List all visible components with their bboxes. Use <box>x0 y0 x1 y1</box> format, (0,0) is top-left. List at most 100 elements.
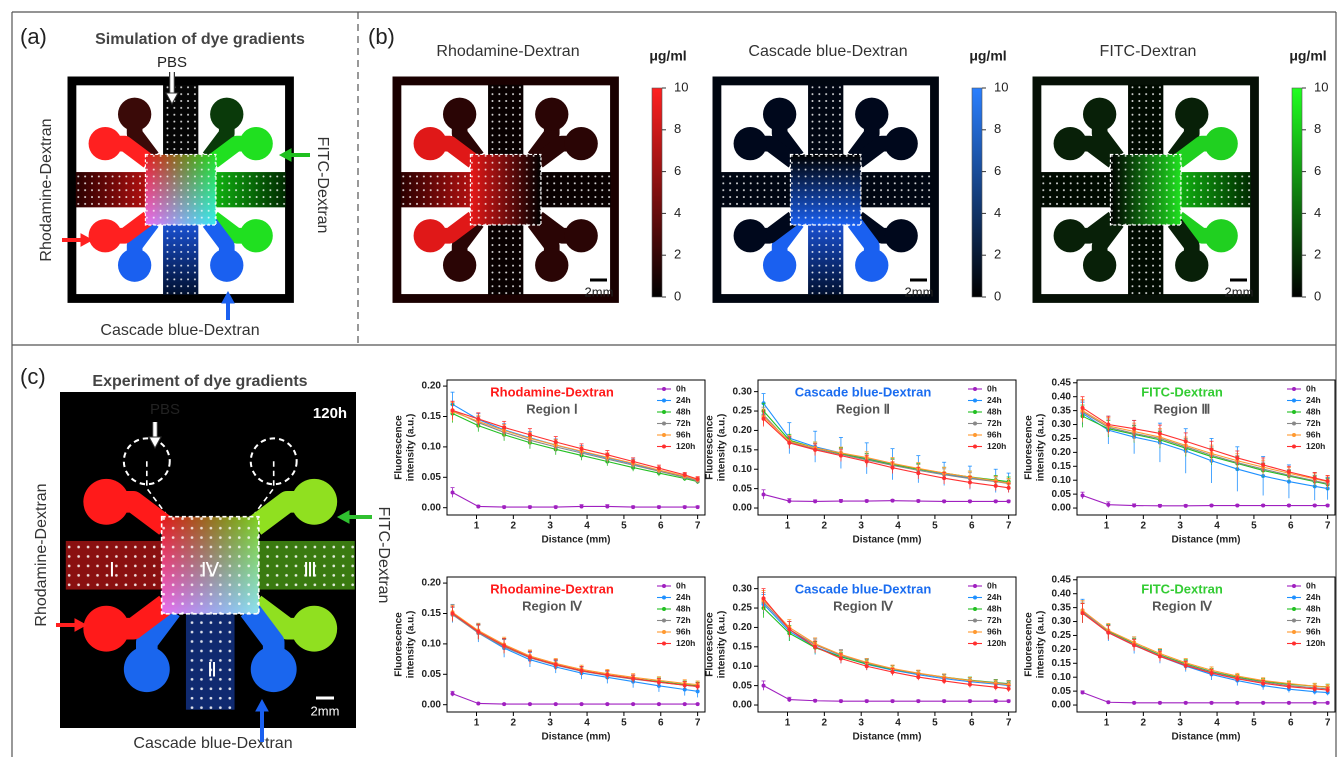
y-tick-label: 0.30 <box>733 583 753 594</box>
legend-marker <box>662 618 666 623</box>
legend-marker <box>1292 444 1296 449</box>
point <box>682 472 687 477</box>
legend-marker <box>1292 410 1296 414</box>
y-tick-label: 0.35 <box>1052 602 1072 613</box>
point <box>761 596 766 601</box>
point <box>1312 700 1317 705</box>
x-tick-label: 5 <box>932 718 938 729</box>
legend-marker <box>1292 584 1296 588</box>
point <box>682 702 687 707</box>
x-axis-label: Distance (mm) <box>853 535 922 546</box>
point <box>1106 700 1111 705</box>
inlet <box>535 97 569 131</box>
chart-title: Cascade blue-Dextran <box>795 581 932 596</box>
point <box>502 643 507 648</box>
x-tick-label: 4 <box>584 521 590 532</box>
inlet-label: Cascade blue-Dextran <box>100 322 259 339</box>
point <box>1286 469 1291 474</box>
channel-posts <box>488 224 524 295</box>
y-tick-label: 0.00 <box>422 699 442 710</box>
inlet <box>762 248 797 282</box>
point <box>1312 503 1317 508</box>
point <box>916 499 921 504</box>
point <box>942 699 947 704</box>
colorbar-tick-label: 4 <box>674 205 681 220</box>
legend-label: 96h <box>676 429 691 439</box>
x-axis-label: Distance (mm) <box>542 535 611 546</box>
point <box>579 702 584 707</box>
channel-posts <box>720 172 791 208</box>
point <box>890 465 895 470</box>
y-tick-label: 0.35 <box>1052 405 1072 416</box>
point <box>656 466 661 471</box>
point <box>890 699 895 704</box>
chart-title: Rhodamine-Dextran <box>490 384 614 399</box>
plot-frame <box>757 379 1017 516</box>
channel-posts <box>75 172 146 208</box>
inlet <box>1053 219 1087 253</box>
point <box>1209 700 1214 705</box>
arrow-head <box>221 290 235 304</box>
legend-marker <box>662 584 666 588</box>
point <box>605 702 610 707</box>
arrow-head <box>80 233 94 247</box>
legend-marker <box>1292 595 1296 600</box>
colorbar-tick-label: 6 <box>674 163 681 178</box>
point <box>942 476 947 481</box>
y-tick-label: 0.45 <box>1052 377 1072 388</box>
y-tick-label: 0.05 <box>1052 489 1072 500</box>
colorbar-tick-label: 0 <box>994 288 1001 303</box>
y-tick-label: 0.05 <box>733 483 753 494</box>
legend-label: 24h <box>987 592 1002 602</box>
inlet <box>83 478 130 525</box>
point <box>1325 688 1330 693</box>
x-tick-label: 3 <box>547 718 553 729</box>
legend-marker <box>973 421 977 426</box>
inlet-label: PBS <box>150 401 180 418</box>
x-tick-label: 5 <box>1251 521 1257 532</box>
point <box>1006 485 1011 490</box>
x-tick-label: 2 <box>1141 521 1147 532</box>
point <box>1006 699 1011 704</box>
point <box>864 699 869 704</box>
legend-marker <box>662 444 666 449</box>
y-tick-label: 0.10 <box>1052 672 1072 683</box>
point <box>476 629 481 634</box>
panel-label: (a) <box>20 24 47 49</box>
x-tick-label: 1 <box>1104 521 1110 532</box>
x-tick-label: 1 <box>1104 718 1110 729</box>
chip <box>67 76 294 303</box>
y-tick-label: 0.00 <box>733 700 753 711</box>
chip <box>392 76 619 303</box>
point <box>1183 439 1188 444</box>
point <box>1235 455 1240 460</box>
legend-marker <box>662 607 666 611</box>
legend-marker <box>662 433 666 437</box>
y-tick-label: 0.00 <box>1052 700 1072 711</box>
point <box>838 499 843 504</box>
legend-label: 24h <box>1306 395 1321 405</box>
map-title: FITC-Dextran <box>1100 43 1197 60</box>
y-tick-label: 0.30 <box>733 386 753 397</box>
point <box>813 499 818 504</box>
point <box>813 698 818 703</box>
inlet <box>413 219 447 253</box>
point <box>1209 503 1214 508</box>
x-tick-label: 1 <box>785 718 791 729</box>
inlet <box>210 248 244 282</box>
point <box>967 682 972 687</box>
inlet <box>239 126 273 161</box>
y-tick-label: 0.20 <box>1052 447 1072 458</box>
inlet <box>250 646 297 693</box>
y-tick-label: 0.20 <box>422 578 442 589</box>
x-tick-label: 7 <box>1325 718 1331 729</box>
y-tick-label: 0.30 <box>1052 419 1072 430</box>
region-label: Ⅱ <box>207 660 217 682</box>
point <box>695 477 700 482</box>
colorbar-tick-label: 4 <box>994 205 1001 220</box>
point <box>1312 475 1317 480</box>
colorbar <box>1291 87 1303 298</box>
point <box>450 691 455 696</box>
y-axis-label: Fluorescence <box>1024 415 1035 480</box>
